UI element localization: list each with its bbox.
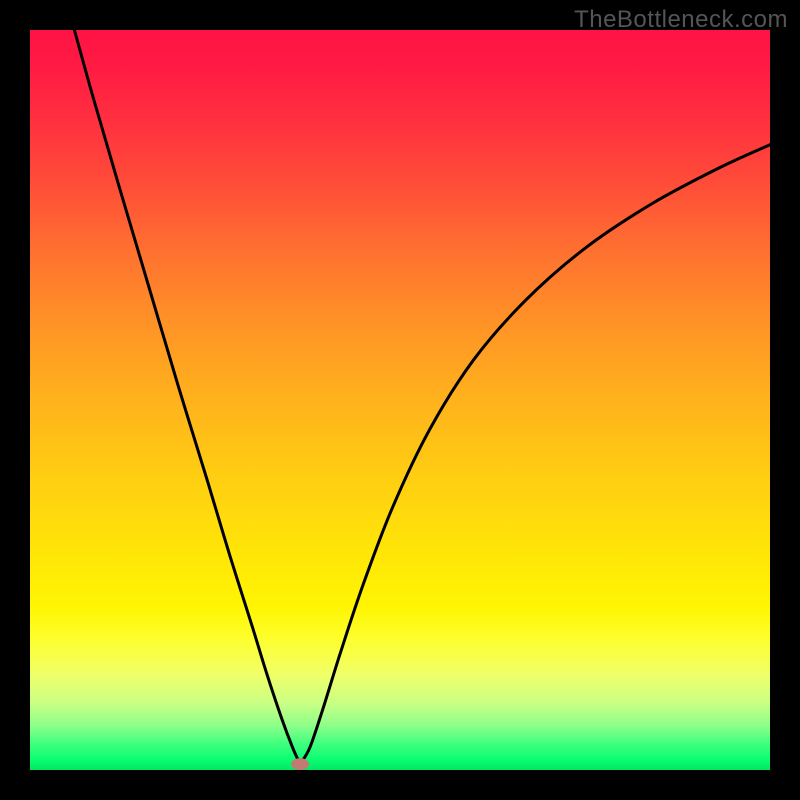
bottleneck-curve-chart bbox=[30, 30, 770, 770]
watermark-text: TheBottleneck.com bbox=[574, 6, 788, 34]
optimal-point-marker bbox=[291, 758, 309, 770]
gradient-background bbox=[30, 30, 770, 770]
chart-plot-area bbox=[30, 30, 770, 770]
